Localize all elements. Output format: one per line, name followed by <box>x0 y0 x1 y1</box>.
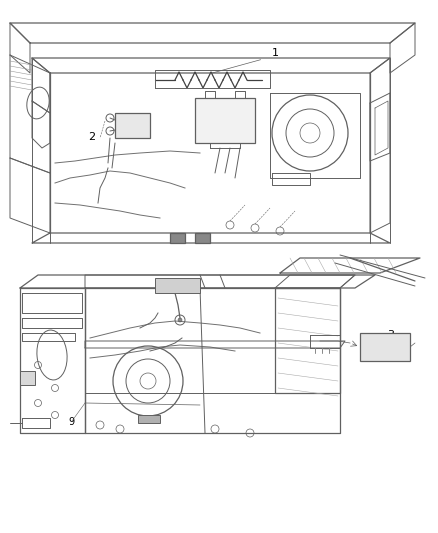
Text: 9: 9 <box>68 417 74 427</box>
Circle shape <box>178 318 182 322</box>
Polygon shape <box>138 415 160 423</box>
Polygon shape <box>360 333 410 361</box>
Polygon shape <box>115 113 150 138</box>
Text: 1: 1 <box>272 48 279 58</box>
Polygon shape <box>195 98 255 143</box>
Polygon shape <box>20 371 35 385</box>
Polygon shape <box>195 233 210 243</box>
Polygon shape <box>170 233 185 243</box>
Text: 2: 2 <box>88 132 95 142</box>
Text: 3: 3 <box>387 330 394 341</box>
Polygon shape <box>155 278 200 293</box>
